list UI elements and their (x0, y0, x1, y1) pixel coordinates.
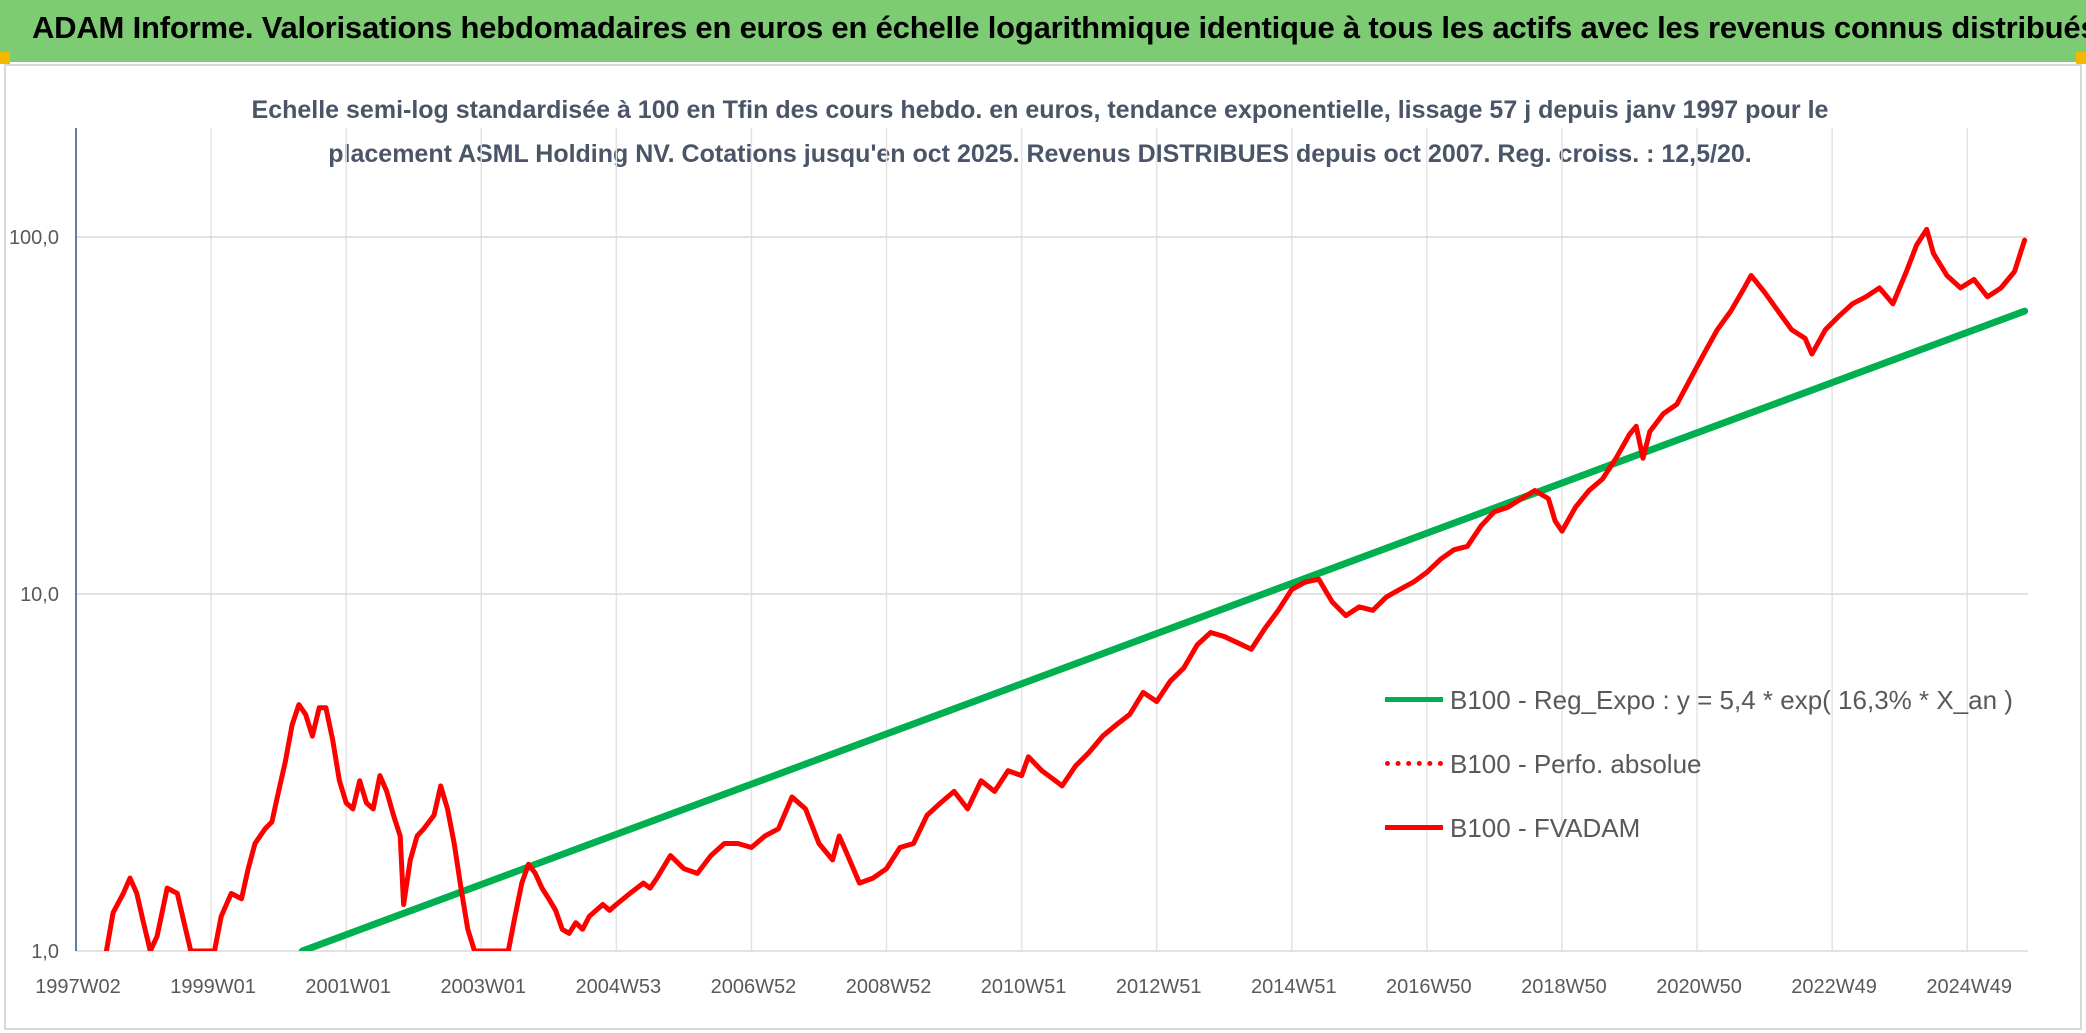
x-tick-label: 2004W53 (576, 976, 662, 998)
y-tick-label: 10,0 (20, 584, 59, 606)
legend-swatch-perfo (1385, 761, 1443, 766)
page-title: ADAM Informe. Valorisations hebdomadaire… (32, 10, 2086, 45)
x-tick-label: 2003W01 (440, 976, 526, 998)
y-tick-label: 1,0 (31, 941, 59, 963)
chart-subtitle-line-2: placement ASML Holding NV. Cotations jus… (328, 140, 1752, 168)
chart-frame (4, 64, 2082, 1030)
x-tick-label: 2010W51 (981, 976, 1067, 998)
legend-label-fvadam: B100 - FVADAM (1450, 813, 1641, 843)
x-tick-label: 2008W52 (846, 976, 932, 998)
x-tick-label: 2024W49 (1926, 976, 2012, 998)
fvadam-line (103, 226, 2028, 951)
legend-swatch-trend (1385, 697, 1443, 702)
legend-label-perfo: B100 - Perfo. absolue (1450, 749, 1702, 779)
chart-subtitle-line-1: Echelle semi-log standardisée à 100 en T… (251, 96, 1829, 124)
x-tick-label: 2022W49 (1791, 976, 1877, 998)
header-bar: ADAM Informe. Valorisations hebdomadaire… (0, 0, 2086, 62)
corner-marker-right (2076, 52, 2086, 64)
corner-marker-left (0, 52, 10, 64)
x-tick-label: 2018W50 (1521, 976, 1607, 998)
legend-swatch-fvadam (1385, 825, 1443, 830)
chart-subtitle: Echelle semi-log standardisée à 100 en T… (200, 88, 1880, 176)
x-tick-label: 1997W02 (35, 976, 121, 998)
legend-label-trend: B100 - Reg_Expo : y = 5,4 * exp( 16,3% *… (1450, 685, 2013, 715)
x-tick-label: 2012W51 (1116, 976, 1202, 998)
trend-line (298, 307, 2028, 951)
x-tick-label: 2006W52 (711, 976, 797, 998)
x-tick-label: 2016W50 (1386, 976, 1472, 998)
x-tick-label: 1999W01 (170, 976, 256, 998)
x-tick-label: 2014W51 (1251, 976, 1337, 998)
y-tick-label: 100,0 (9, 227, 59, 249)
x-tick-label: 2020W50 (1656, 976, 1742, 998)
x-tick-label: 2001W01 (305, 976, 391, 998)
